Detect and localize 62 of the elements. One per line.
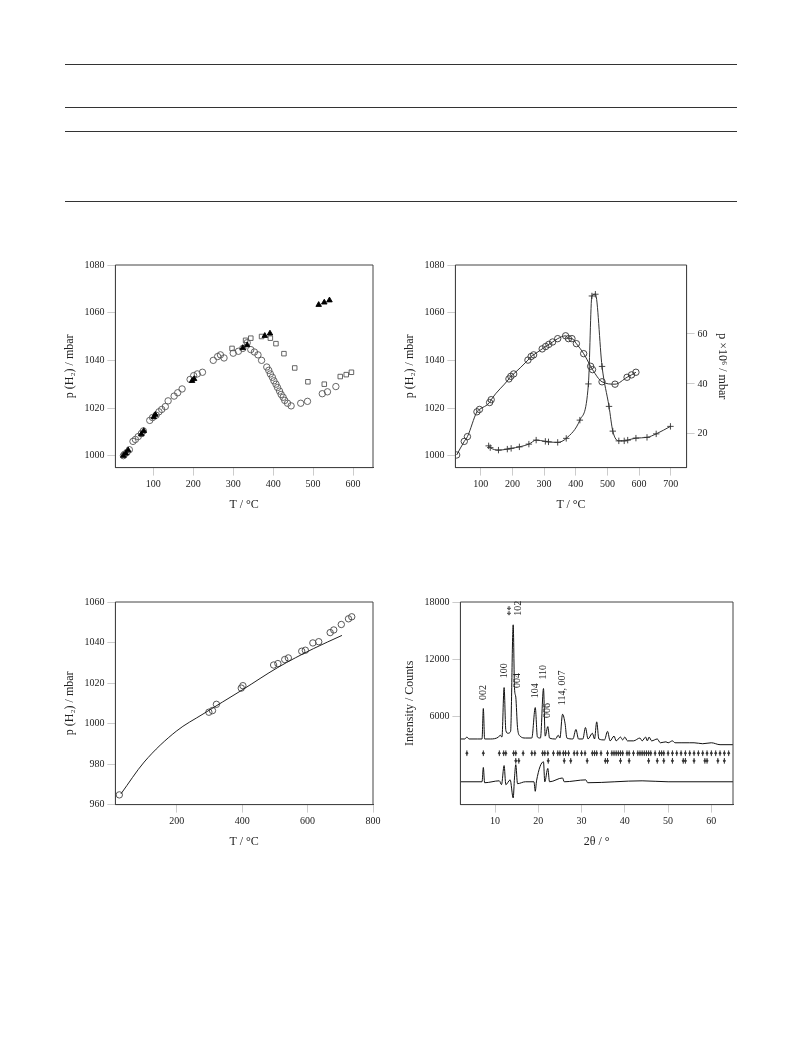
annotation: 104 [528, 683, 540, 699]
x-tick-label: 100 [473, 478, 489, 490]
y-tick-label: 1020 [84, 676, 105, 688]
x-tick-label: 200 [185, 478, 201, 490]
y-axis-title: Intensity / Counts [402, 660, 417, 746]
x-tick-label: 400 [234, 815, 250, 827]
y2-axis-title: p ×10⁶ / mbar [715, 333, 730, 400]
y-tick-label: 960 [89, 798, 105, 810]
x-tick-label: 300 [225, 478, 241, 490]
x-tick-label: 500 [305, 478, 321, 490]
x-tick-label: 600 [300, 815, 316, 827]
y-tick-label: 1020 [84, 401, 105, 413]
x-tick-label: 20 [533, 815, 544, 827]
x-tick-label: 300 [536, 478, 552, 490]
y-tick-label: 1000 [84, 449, 105, 461]
x-axis-title: T / °C [556, 496, 586, 511]
annotation: 100 [497, 663, 509, 679]
x-tick-label: 40 [619, 815, 630, 827]
x-tick-label: 200 [169, 815, 185, 827]
y-tick-label: 1080 [424, 258, 445, 270]
x-tick-label: 200 [504, 478, 520, 490]
y2-tick-label: 60 [697, 327, 708, 339]
x-tick-label: 800 [365, 815, 381, 827]
x-axis-title: T / °C [229, 833, 259, 848]
y-tick-label: 1040 [84, 636, 105, 648]
x-tick-label: 700 [663, 478, 679, 490]
annotation: 110 [537, 664, 549, 680]
y-axis-title: p (H₂) / mbar [62, 671, 77, 736]
y2-tick-label: 40 [697, 377, 708, 389]
y-tick-label: 12000 [424, 652, 450, 664]
x-tick-label: 400 [568, 478, 584, 490]
x-tick-label: 500 [599, 478, 615, 490]
y-axis-title: p (H₂) / mbar [402, 334, 417, 399]
x-tick-label: 400 [265, 478, 281, 490]
y-tick-label: 1000 [84, 717, 105, 729]
x-tick-label: 50 [663, 815, 674, 827]
y-axis-title: p (H₂) / mbar [62, 334, 77, 399]
y-tick-label: 1020 [424, 401, 445, 413]
y-tick-label: 1060 [84, 306, 105, 318]
x-tick-label: 60 [706, 815, 717, 827]
y-tick-label: 1060 [84, 595, 105, 607]
y-tick-label: 1080 [84, 258, 105, 270]
y-tick-label: 6000 [429, 709, 450, 721]
x-tick-label: 10 [490, 815, 501, 827]
x-axis-title: 2θ / ° [583, 833, 610, 848]
y-tick-label: 18000 [424, 595, 450, 607]
annotation: 114, 007 [556, 670, 568, 706]
y2-tick-label: 20 [697, 427, 708, 439]
y-tick-label: 1040 [424, 353, 445, 365]
annotation: 006 [541, 703, 553, 719]
y-tick-label: 1060 [424, 306, 445, 318]
x-tick-label: 100 [145, 478, 161, 490]
y-tick-label: 1040 [84, 353, 105, 365]
annotation: 004 [511, 673, 523, 689]
y-tick-label: 1000 [424, 449, 445, 461]
annotation: 102 [511, 600, 523, 616]
x-tick-label: 30 [576, 815, 587, 827]
annotation: 002 [476, 684, 488, 700]
x-tick-label: 600 [345, 478, 361, 490]
x-tick-label: 600 [631, 478, 647, 490]
x-axis-title: T / °C [229, 496, 259, 511]
y-tick-label: 980 [89, 757, 105, 769]
